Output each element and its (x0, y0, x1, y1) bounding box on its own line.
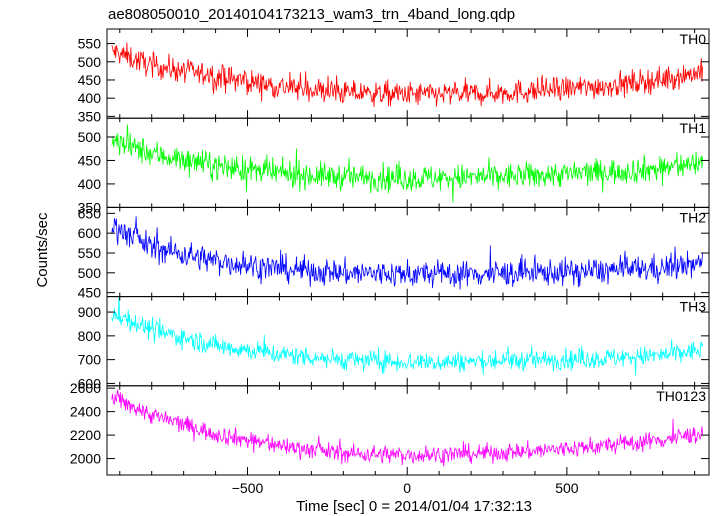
series-name-label: TH0123 (656, 388, 706, 404)
y-tick-label: 2200 (70, 427, 101, 443)
y-tick-label: 500 (78, 265, 102, 281)
panel-frame (106, 385, 710, 476)
y-tick-label: 550 (78, 36, 102, 52)
y-tick-label: 350 (78, 199, 102, 215)
x-tick-label: 500 (555, 480, 579, 496)
series-name-label: TH1 (680, 120, 707, 136)
series-line-th1 (111, 124, 704, 203)
y-tick-label: 600 (78, 225, 102, 241)
series-line-th0123 (111, 389, 704, 467)
y-tick-label: 500 (78, 129, 102, 145)
x-tick-label: 0 (403, 480, 411, 496)
y-tick-label: 650 (78, 205, 102, 221)
x-tick-label: −500 (232, 480, 264, 496)
y-tick-label: 2600 (70, 380, 101, 396)
panel-th0: 350 400 450 500 550 TH0 (78, 28, 710, 124)
chart-title: ae808050010_20140104173213_wam3_trn_4ban… (108, 6, 515, 23)
y-tick-label: 450 (78, 72, 102, 88)
y-tick-label: 600 (78, 375, 102, 391)
y-tick-label: 2000 (70, 451, 101, 467)
panel-th2: 450 500 550 600 650 TH2 (78, 205, 710, 301)
y-tick-label: 550 (78, 245, 102, 261)
y-tick-label: 2400 (70, 404, 101, 420)
y-tick-label: 450 (78, 285, 102, 301)
series-name-label: TH3 (680, 299, 707, 315)
panel-th1: 350 400 450 500 TH1 (78, 117, 710, 215)
series-line-th2 (111, 216, 704, 290)
series-name-label: TH2 (680, 209, 707, 225)
panel-th0123: 2000 2200 2400 2600 TH0123 (70, 380, 710, 476)
y-tick-label: 400 (78, 90, 102, 106)
series-name-label: TH0 (680, 31, 707, 47)
panel-th3: 600 700 800 900 TH3 (78, 296, 710, 391)
series-line-th3 (111, 296, 703, 376)
y-tick-label: 700 (78, 352, 102, 368)
y-tick-label: 900 (78, 304, 102, 320)
y-tick-label: 400 (78, 176, 102, 192)
y-tick-label: 450 (78, 152, 102, 168)
y-tick-label: 800 (78, 328, 102, 344)
y-tick-label: 500 (78, 54, 102, 70)
x-axis-label: Time [sec] 0 = 2014/01/04 17:32:13 (296, 498, 532, 515)
panel-stack: 350 400 450 500 550 TH0 350 400 450 500 TH1 450 500 5… (70, 28, 710, 496)
y-tick-label: 350 (78, 108, 102, 124)
y-axis-label: Counts/sec (34, 212, 51, 288)
series-line-th0 (111, 42, 704, 107)
